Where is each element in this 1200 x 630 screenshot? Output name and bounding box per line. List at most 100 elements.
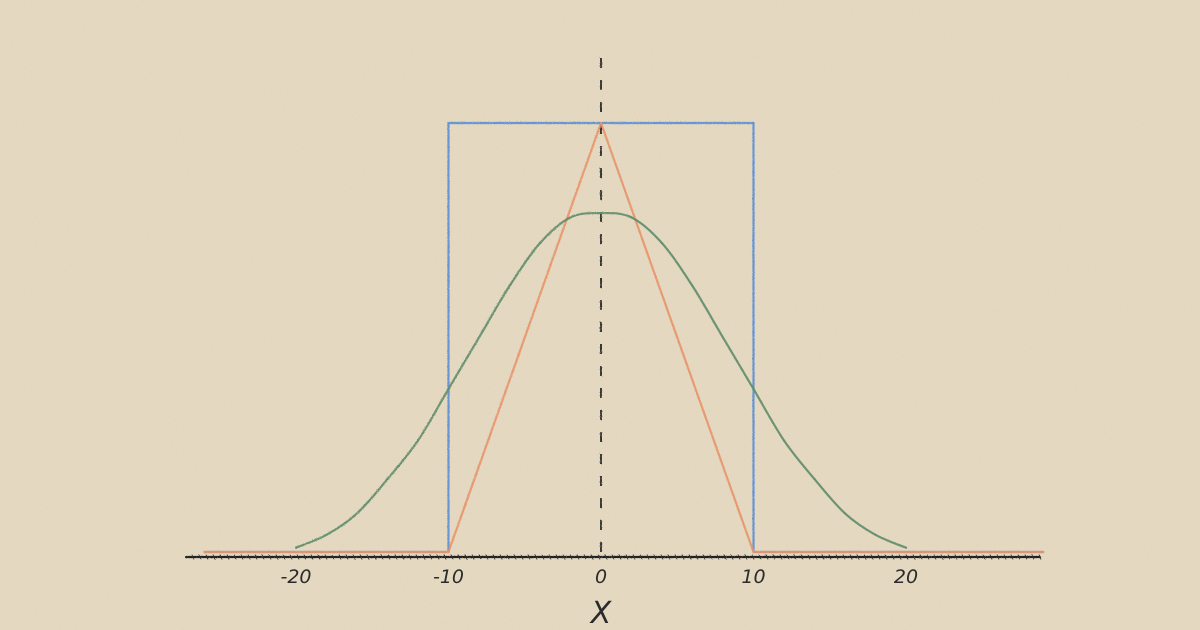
x-axis-hatch [443,554,447,560]
normal-density-point [478,336,480,339]
x-axis-hatch [912,554,916,560]
x-axis-hatch [548,554,552,560]
x-axis-hatch [205,554,209,560]
x-axis-hatch [618,554,622,560]
x-axis-hatch [541,554,545,560]
x-axis-hatch [821,554,825,560]
x-axis-hatch [506,554,510,560]
uniform-density-point [752,122,755,124]
x-axis-hatch [898,554,902,560]
x-axis-hatch [226,554,230,560]
triangular-density-point [1042,551,1045,553]
normal-density-point [356,512,358,515]
normal-density-point [783,439,785,442]
x-axis-hatch [779,554,783,560]
x-axis-hatch [583,554,587,560]
x-axis-hatch [576,554,580,560]
normal-density-point [661,242,663,245]
x-axis-hatch [562,554,566,560]
normal-density-point [691,285,694,287]
x-tick-label: 20 [894,566,918,588]
x-axis-hatch [681,554,685,560]
normal-density-point [386,478,389,480]
x-axis-hatch [282,554,286,560]
x-axis-hatch [982,554,986,560]
x-axis-hatch [219,554,223,560]
normal-density-point [295,546,297,549]
normal-density-point [539,242,541,245]
x-axis-hatch [716,554,720,560]
x-tick-label: 0 [595,566,607,588]
x-axis-hatch [667,554,671,560]
x-axis-hatch [422,554,426,560]
x-axis-hatch [639,554,643,560]
x-axis-hatch [492,554,496,560]
x-axis-hatch [1003,554,1007,560]
x-axis-hatch [457,554,461,560]
x-axis-hatch [772,554,776,560]
x-axis-hatch [352,554,356,560]
x-axis-hatch [870,554,874,560]
normal-density-point [630,216,633,219]
x-axis-hatch [723,554,727,560]
x-axis-hatch [359,554,363,560]
x-axis-hatch [303,554,307,560]
x-axis-hatch [961,554,965,560]
x-axis-hatch [765,554,769,560]
x-axis-hatch [464,554,468,560]
x-axis-hatch [877,554,881,560]
normal-density-point [600,212,602,214]
normal-density-point [325,533,328,536]
x-axis-hatch [1010,554,1014,560]
x-tick-label: 10 [741,566,765,588]
x-axis-hatch [891,554,895,560]
x-axis-hatch [569,554,573,560]
x-axis-hatch [646,554,650,560]
x-axis-hatch [695,554,699,560]
x-axis-hatch [191,554,195,560]
normal-density-point [447,388,450,390]
x-axis-hatch [940,554,944,560]
x-axis-hatch [555,554,559,560]
x-axis-hatch [485,554,489,560]
x-axis-hatch [814,554,818,560]
normal-density-point [752,388,755,390]
x-axis-hatch [653,554,657,560]
x-axis-hatch [884,554,888,560]
x-axis-hatch [611,554,615,560]
normal-density-point [844,512,846,515]
x-axis-hatch [324,554,328,560]
triangular-density-point [447,551,450,553]
x-axis-hatch [590,554,594,560]
x-axis-hatch [394,554,398,560]
x-axis-hatch [996,554,1000,560]
x-axis-hatch [989,554,993,560]
x-axis-hatch [373,554,377,560]
x-axis-hatch [527,554,531,560]
x-axis-hatch [709,554,713,560]
x-axis-hatch [786,554,790,560]
x-axis-hatch [1017,554,1021,560]
x-axis-hatch [660,554,664,560]
x-axis-hatch [1038,554,1042,560]
x-axis-hatch [688,554,692,560]
x-axis-hatch [345,554,349,560]
x-axis-hatch [429,554,433,560]
x-axis-hatch [849,554,853,560]
x-axis-hatch [597,554,601,560]
x-axis-hatch [296,554,300,560]
x-axis-hatch [415,554,419,560]
normal-density-point [508,285,511,287]
x-axis-hatch [471,554,475,560]
x-axis-hatch [1024,554,1028,560]
x-axis-hatch [212,554,216,560]
x-axis-hatch [317,554,321,560]
x-axis-hatch [247,554,251,560]
triangular-density-point [203,551,206,553]
x-axis-hatch [842,554,846,560]
normal-density-point [905,546,907,549]
x-axis-label: X [589,596,613,630]
x-axis-hatch [310,554,314,560]
x-axis-hatch [758,554,762,560]
